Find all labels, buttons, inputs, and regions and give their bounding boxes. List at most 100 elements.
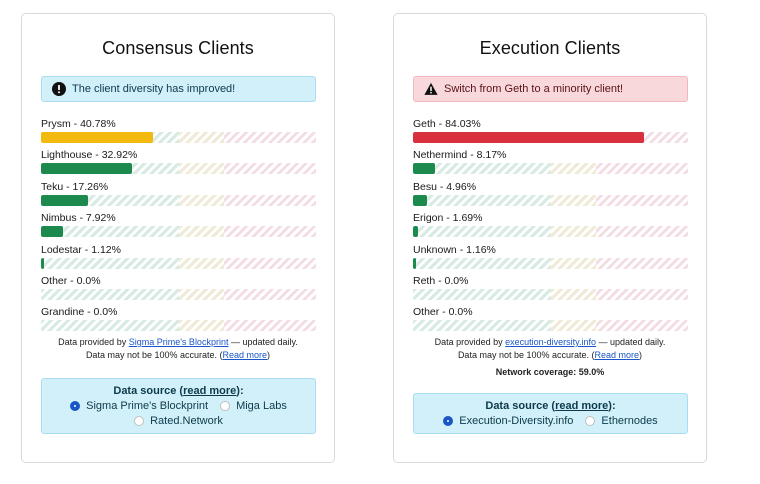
client-row: Erigon - 1.69% [413,212,688,243]
note-suffix: — updated daily. [228,337,298,347]
radio-execution-diversity[interactable]: Execution-Diversity.info [443,415,573,427]
client-label: Nimbus - 7.92% [41,212,116,225]
note-suffix: — updated daily. [596,337,666,347]
consensus-data-note: Data provided by Sigma Prime's Blockprin… [22,336,334,361]
radio-rated-network[interactable]: Rated.Network [134,415,223,427]
read-more-link[interactable]: Read more [594,349,640,360]
share-bar-fill [413,194,427,206]
execution-title: Execution Clients [479,38,621,58]
radio-label: Ethernodes [601,415,658,427]
threshold-safe-zone [413,288,551,300]
data-source-title: Data source (read more): [42,385,315,397]
radio-dot[interactable] [134,416,145,426]
client-label: Reth - 0.0% [413,274,469,287]
threshold-warning-zone [178,194,225,206]
share-bar-track [41,163,316,175]
client-row: Nethermind - 8.17% [413,149,688,180]
execution-alert: Switch from Geth to a minority client! [413,76,688,102]
source-read-more-link[interactable]: read more [183,385,237,397]
consensus-alert-text: The client diversity has improved! [72,83,236,95]
warning-triangle-icon [424,82,438,96]
threshold-warning-zone [550,288,597,300]
threshold-safe-zone [41,288,179,300]
share-bar-track [41,257,316,269]
client-label: Geth - 84.03% [413,118,481,130]
radio-dot-checked[interactable] [70,401,81,411]
execution-alert-text: Switch from Geth to a minority client! [444,83,624,95]
share-bar-track [413,226,688,238]
client-label: Grandine - 0.0% [41,306,118,319]
threshold-warning-zone [550,320,597,332]
share-bar-fill [413,226,418,238]
client-label: Lighthouse - 32.92% [41,149,138,162]
exclamation-circle-icon [52,82,66,96]
threshold-warning-zone [178,163,225,175]
network-coverage: Network coverage: 59.0% [495,367,605,377]
threshold-safe-zone [41,194,179,206]
radio-label: Miga Labs [236,400,287,412]
threshold-warning-zone [178,132,225,143]
share-bar-track [413,288,688,300]
radio-blockprint[interactable]: Sigma Prime's Blockprint [70,400,208,412]
share-bar-fill [413,132,645,143]
share-bar-track [413,194,688,206]
threshold-warning-zone [550,194,597,206]
threshold-warning-zone [550,226,597,238]
blockprint-link[interactable]: Sigma Prime's Blockprint [128,337,229,347]
source-title-prefix: Data source ( [113,385,184,397]
threshold-warning-zone [550,257,597,269]
radio-label: Execution-Diversity.info [459,415,574,427]
client-label: Other - 0.0% [41,274,101,287]
threshold-safe-zone [413,320,551,332]
threshold-safe-zone [41,320,179,332]
client-row: Other - 0.0% [413,306,688,337]
radio-miga-labs[interactable]: Miga Labs [220,400,287,412]
client-row: Reth - 0.0% [413,275,688,306]
share-bar-fill [413,163,436,175]
share-bar-track [413,320,688,332]
client-label: Besu - 4.96% [413,180,477,193]
execution-diversity-link[interactable]: execution-diversity.info [505,337,597,347]
share-bar-fill [41,257,45,269]
threshold-warning-zone [178,288,225,300]
note-prefix: Data provided by [58,337,129,347]
execution-data-source: Data source (read more): Execution-Diver… [413,393,688,434]
client-label: Unknown - 1.16% [413,243,496,256]
threshold-safe-zone [41,257,179,269]
share-bar-track [413,257,688,269]
client-row: Nimbus - 7.92% [41,212,316,243]
consensus-bars: Prysm - 40.78% Lighthouse - 32.92% Teku - … [41,118,316,338]
source-read-more-link[interactable]: read more [555,400,609,412]
share-bar-track [413,163,688,175]
consensus-alert: The client diversity has improved! [41,76,316,102]
client-row: Grandine - 0.0% [41,306,316,337]
client-row: Other - 0.0% [41,275,316,306]
client-row: Geth - 84.03% [413,118,688,149]
radio-dot-checked[interactable] [443,416,454,426]
threshold-safe-zone [41,226,179,238]
client-label: Lodestar - 1.12% [41,243,121,256]
threshold-warning-zone [178,226,225,238]
share-bar-track [41,320,316,332]
client-row: Besu - 4.96% [413,181,688,212]
client-label: Erigon - 1.69% [413,212,483,225]
client-row: Teku - 17.26% [41,181,316,212]
client-label: Other - 0.0% [413,306,473,319]
share-bar-fill [41,132,154,143]
source-title-suffix: ): [236,385,244,397]
threshold-warning-zone [178,257,225,269]
share-bar-fill [41,163,132,175]
threshold-safe-zone [413,163,551,175]
client-row: Lodestar - 1.12% [41,244,316,275]
threshold-warning-zone [550,163,597,175]
share-bar-track [41,226,316,238]
threshold-safe-zone [413,226,551,238]
client-row: Unknown - 1.16% [413,244,688,275]
note-prefix: Data provided by [434,337,506,347]
radio-dot[interactable] [585,416,596,426]
radio-ethernodes[interactable]: Ethernodes [585,415,658,427]
read-more-link[interactable]: Read more [222,349,268,360]
share-bar-track [41,194,316,206]
radio-dot[interactable] [220,401,231,411]
radio-label: Sigma Prime's Blockprint [86,400,209,412]
